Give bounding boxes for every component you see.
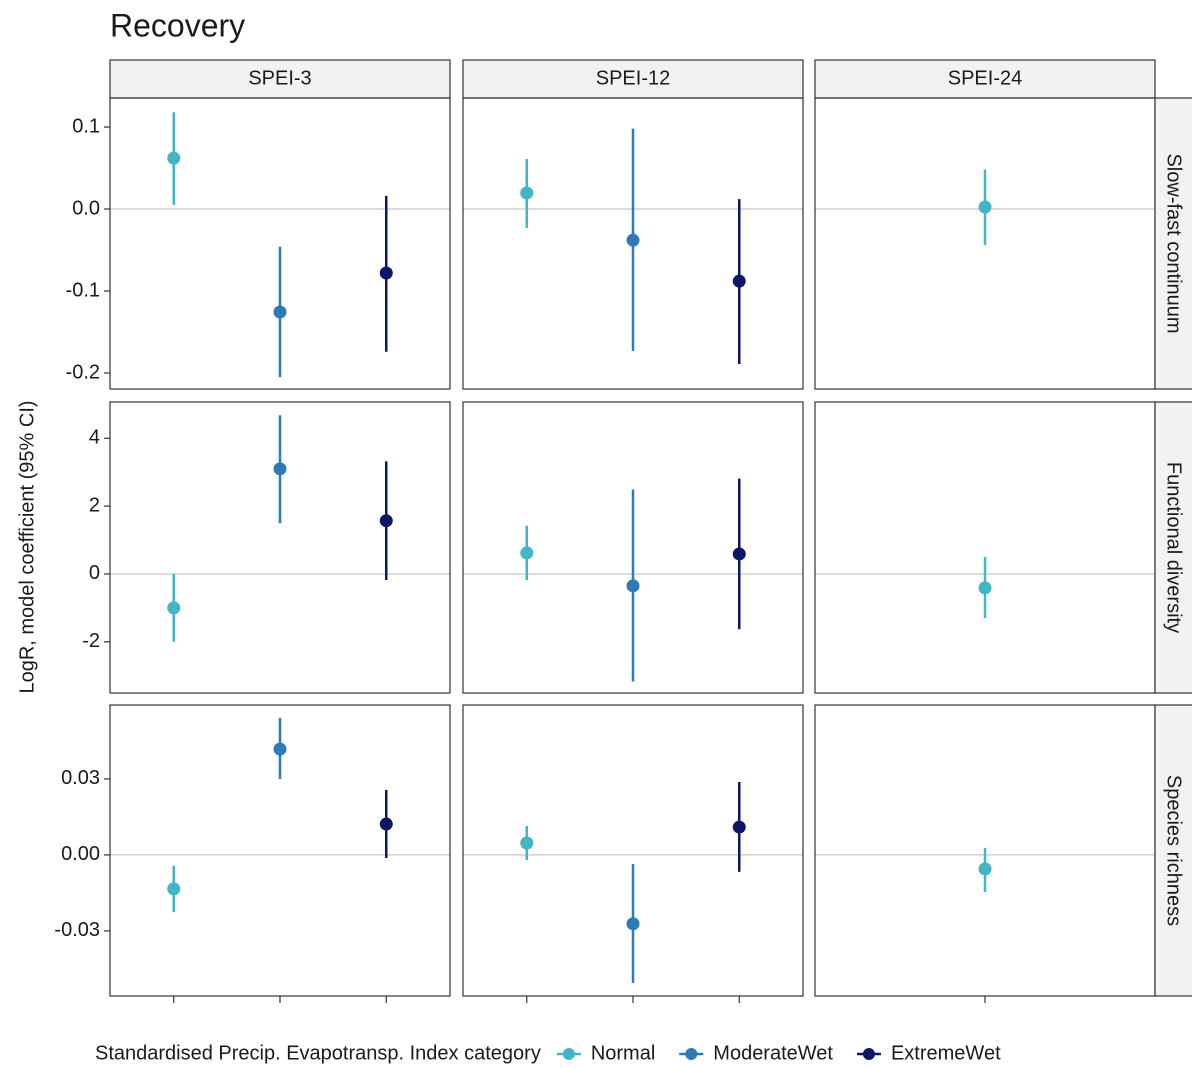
strip-label: SPEI-24 <box>948 67 1022 89</box>
y-tick-label: 0.00 <box>61 843 100 865</box>
point <box>732 820 746 834</box>
strip-label: SPEI-3 <box>248 67 311 89</box>
point <box>167 601 181 615</box>
point <box>978 862 992 876</box>
panel-border <box>109 704 451 997</box>
point <box>732 547 746 561</box>
strip <box>1154 704 1192 997</box>
y-tick-label: -0.1 <box>66 279 100 301</box>
y-tick-label: 4 <box>89 427 100 449</box>
point <box>520 186 534 200</box>
y-tick-label: -0.2 <box>66 361 100 383</box>
point <box>520 836 534 850</box>
legend-label: ModerateWet <box>713 1042 833 1064</box>
point <box>273 305 287 319</box>
point <box>626 579 640 593</box>
strip-label: Functional diversity <box>1163 462 1185 633</box>
legend-key <box>862 1048 875 1060</box>
strip-label: Species richness <box>1163 775 1185 926</box>
panel-border <box>109 97 451 390</box>
point <box>978 581 992 595</box>
strip <box>462 59 804 99</box>
y-axis-label: LogR, model coefficient (95% CI) <box>16 400 38 693</box>
chart-title: Recovery <box>110 7 245 43</box>
point <box>379 266 393 280</box>
point <box>732 274 746 288</box>
y-tick-label: 0.1 <box>72 115 100 137</box>
strip-label: SPEI-12 <box>596 67 670 89</box>
point <box>273 742 287 756</box>
y-tick-label: 2 <box>89 494 100 516</box>
legend-key <box>562 1048 575 1060</box>
y-tick-label: -2 <box>82 630 100 652</box>
point <box>626 917 640 931</box>
point <box>520 546 534 560</box>
legend-label: Normal <box>591 1042 655 1064</box>
y-tick-label: 0.0 <box>72 197 100 219</box>
point <box>379 514 393 528</box>
point <box>167 882 181 896</box>
point <box>978 200 992 214</box>
panel-border <box>109 401 451 694</box>
point <box>273 462 287 476</box>
strip-label: Slow-fast continuum <box>1163 153 1185 333</box>
y-tick-label: -0.03 <box>54 919 100 941</box>
panel-border <box>814 401 1156 694</box>
strip <box>814 59 1156 99</box>
panel-border <box>462 704 804 997</box>
legend-title: Standardised Precip. Evapotransp. Index … <box>95 1042 541 1064</box>
panel-border <box>462 401 804 694</box>
legend-key <box>685 1048 698 1060</box>
point <box>167 151 181 165</box>
point <box>379 817 393 831</box>
panel-border <box>462 97 804 390</box>
y-tick-label: 0.03 <box>61 767 100 789</box>
strip <box>1154 401 1192 694</box>
strip <box>1154 97 1192 390</box>
strip <box>109 59 451 99</box>
point <box>626 233 640 247</box>
legend-label: ExtremeWet <box>891 1042 1001 1064</box>
y-tick-label: 0 <box>89 562 100 584</box>
